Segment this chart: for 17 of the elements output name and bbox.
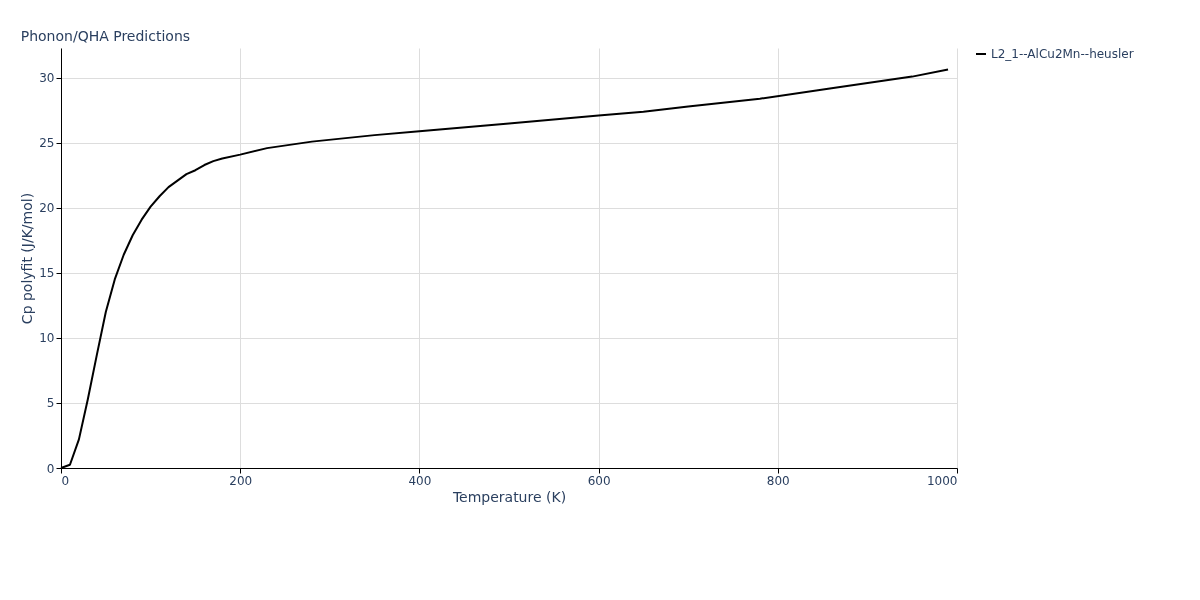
y-tick-label: 0 <box>46 461 55 476</box>
y-tick-label: 30 <box>39 71 55 86</box>
x-tick-label: 400 <box>408 473 432 488</box>
x-tick-label: 1000 <box>926 473 958 488</box>
chart-title: Phonon/QHA Predictions <box>20 28 191 44</box>
x-tick-label: 800 <box>766 473 790 488</box>
y-tick-label: 15 <box>39 266 55 281</box>
y-tick-label: 5 <box>46 396 55 411</box>
y-axis-title: Cp polyfit (J/K/mol) <box>19 192 36 325</box>
x-axis-title: Temperature (K) <box>451 488 567 505</box>
x-tick-label: 200 <box>229 473 253 488</box>
y-tick-label: 20 <box>39 201 55 216</box>
x-tick-label: 0 <box>61 473 70 488</box>
y-tick-label: 10 <box>39 331 55 346</box>
x-tick-label: 600 <box>587 473 611 488</box>
y-tick-label: 25 <box>39 136 55 151</box>
legend-label: L2_1--AlCu2Mn--heusler <box>991 47 1134 61</box>
